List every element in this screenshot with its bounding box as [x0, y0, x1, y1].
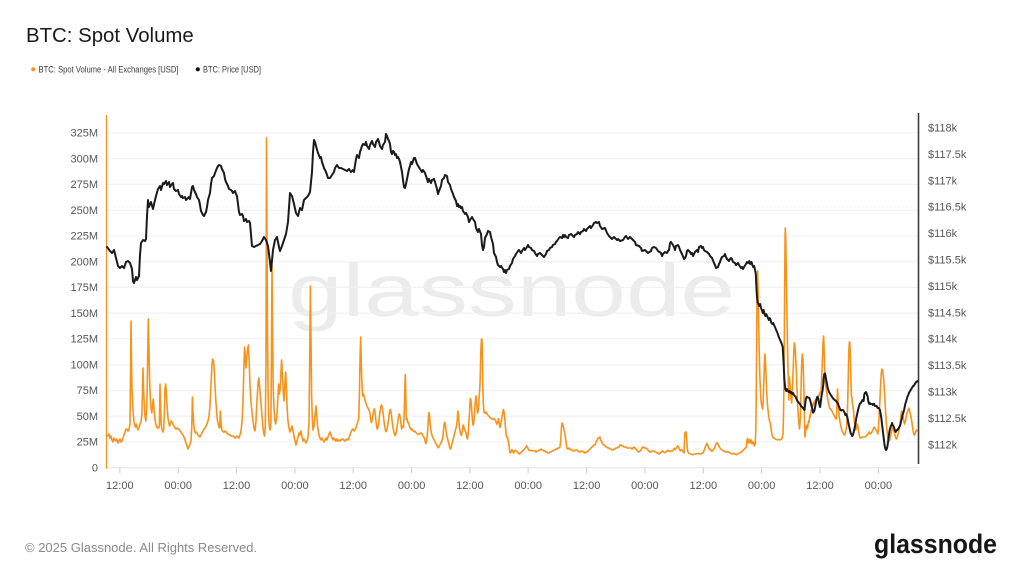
svg-text:$118k: $118k	[928, 123, 958, 135]
svg-text:$114k: $114k	[928, 334, 958, 346]
svg-text:50M: 50M	[77, 411, 98, 423]
svg-text:00:00: 00:00	[398, 480, 426, 492]
svg-text:325M: 325M	[70, 128, 98, 140]
svg-text:$117k: $117k	[928, 175, 958, 187]
svg-text:$115k: $115k	[928, 281, 958, 293]
svg-text:12:00: 12:00	[456, 480, 484, 492]
svg-text:00:00: 00:00	[164, 480, 192, 492]
svg-text:BTC: Price [USD]: BTC: Price [USD]	[203, 65, 261, 75]
svg-text:25M: 25M	[77, 437, 98, 449]
svg-text:100M: 100M	[70, 360, 98, 372]
svg-text:00:00: 00:00	[514, 480, 542, 492]
svg-text:$112k: $112k	[928, 439, 958, 451]
svg-text:250M: 250M	[70, 205, 98, 217]
svg-text:00:00: 00:00	[281, 480, 309, 492]
svg-text:$114.5k: $114.5k	[928, 307, 967, 319]
svg-text:00:00: 00:00	[865, 480, 893, 492]
svg-text:$113k: $113k	[928, 387, 958, 399]
svg-text:BTC: Spot Volume - All Exchang: BTC: Spot Volume - All Exchanges [USD]	[39, 65, 179, 75]
svg-text:00:00: 00:00	[748, 480, 776, 492]
svg-text:$116.5k: $116.5k	[928, 202, 967, 214]
svg-text:275M: 275M	[70, 179, 98, 191]
svg-text:300M: 300M	[70, 154, 98, 166]
svg-text:175M: 175M	[70, 282, 98, 294]
svg-text:150M: 150M	[70, 308, 98, 320]
svg-text:$117.5k: $117.5k	[928, 149, 967, 161]
svg-text:225M: 225M	[70, 231, 98, 243]
svg-text:12:00: 12:00	[223, 480, 251, 492]
svg-text:00:00: 00:00	[631, 480, 659, 492]
svg-text:200M: 200M	[70, 257, 98, 269]
svg-text:75M: 75M	[77, 385, 98, 397]
svg-text:$115.5k: $115.5k	[928, 255, 967, 267]
svg-text:$112.5k: $112.5k	[928, 413, 967, 425]
svg-text:12:00: 12:00	[573, 480, 601, 492]
svg-text:12:00: 12:00	[106, 480, 134, 492]
svg-text:BTC: Spot Volume: BTC: Spot Volume	[26, 25, 194, 47]
svg-text:12:00: 12:00	[339, 480, 367, 492]
svg-text:12:00: 12:00	[690, 480, 718, 492]
svg-text:$116k: $116k	[928, 228, 958, 240]
svg-text:125M: 125M	[70, 334, 98, 346]
svg-text:© 2025 Glassnode. All Rights R: © 2025 Glassnode. All Rights Reserved.	[25, 540, 257, 555]
svg-text:glassnode: glassnode	[874, 529, 997, 559]
svg-text:0: 0	[92, 463, 98, 475]
svg-text:12:00: 12:00	[806, 480, 834, 492]
svg-text:$113.5k: $113.5k	[928, 360, 967, 372]
